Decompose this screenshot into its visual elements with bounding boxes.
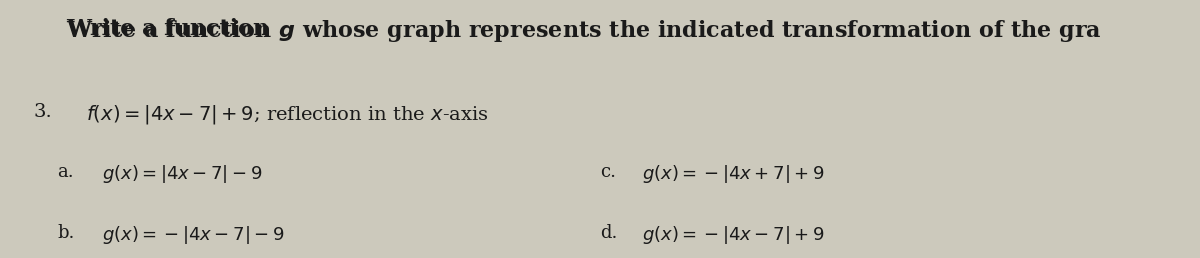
Text: Write a function: Write a function	[66, 18, 277, 40]
Text: $g(x) = -|4x+7|+9$: $g(x) = -|4x+7|+9$	[642, 163, 824, 184]
Text: 3.: 3.	[34, 103, 53, 121]
Text: b.: b.	[58, 224, 74, 243]
Text: $g(x) = -|4x-7|+9$: $g(x) = -|4x-7|+9$	[642, 224, 824, 246]
Text: $g(x) = -|4x-7|-9$: $g(x) = -|4x-7|-9$	[102, 224, 284, 246]
Text: a.: a.	[58, 163, 74, 181]
Text: d.: d.	[600, 224, 617, 243]
Text: Write a function $\bfit{g}$ whose graph represents the indicated transformation : Write a function $\bfit{g}$ whose graph …	[66, 18, 1102, 44]
Text: $f(x) = |4x-7|+9$; reflection in the $x$-axis: $f(x) = |4x-7|+9$; reflection in the $x$…	[86, 103, 488, 126]
Text: $g(x) = |4x-7|-9$: $g(x) = |4x-7|-9$	[102, 163, 263, 184]
Text: c.: c.	[600, 163, 616, 181]
